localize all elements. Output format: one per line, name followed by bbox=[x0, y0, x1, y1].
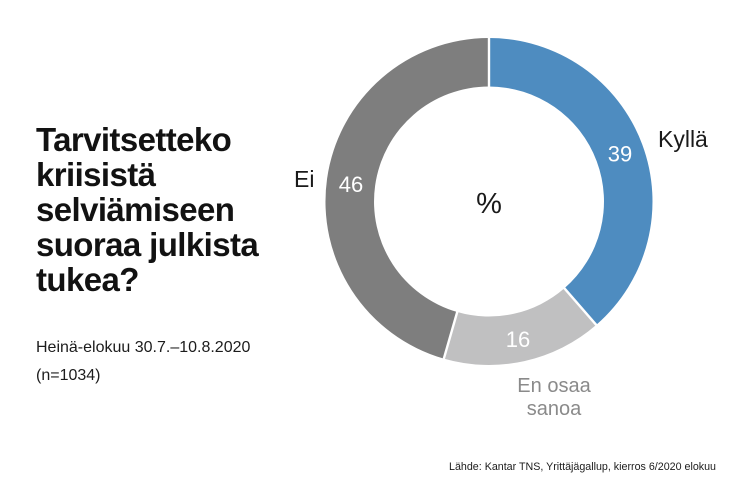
svg-text:Kyllä: Kyllä bbox=[658, 126, 708, 152]
svg-text:Ei: Ei bbox=[294, 166, 314, 192]
svg-text:16: 16 bbox=[506, 327, 530, 352]
svg-text:sanoa: sanoa bbox=[527, 398, 582, 420]
svg-text:39: 39 bbox=[608, 142, 632, 167]
svg-text:46: 46 bbox=[339, 172, 363, 197]
svg-text:En osaa: En osaa bbox=[517, 375, 591, 397]
svg-text:%: % bbox=[476, 188, 502, 220]
